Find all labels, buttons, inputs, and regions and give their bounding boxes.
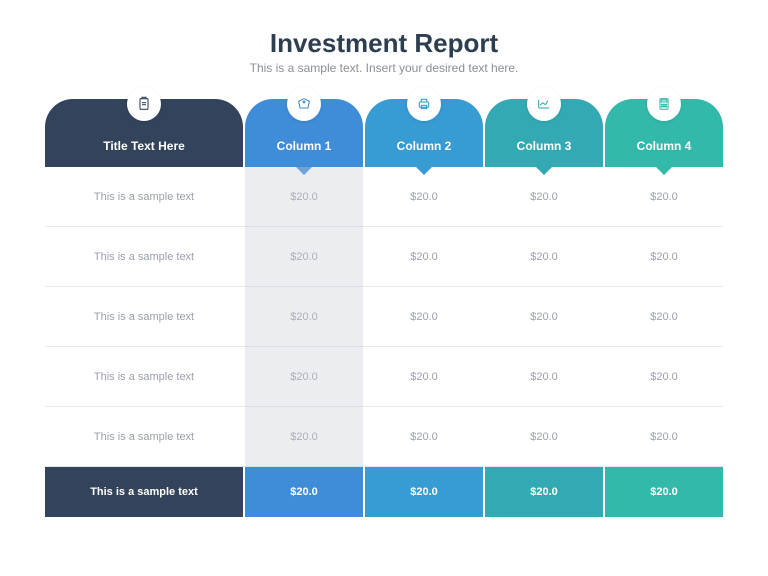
table-row: This is a sample text$20.0$20.0$20.0$20.… bbox=[45, 407, 723, 467]
printer-icon bbox=[407, 87, 441, 121]
row-label: This is a sample text bbox=[45, 407, 243, 466]
page-subtitle: This is a sample text. Insert your desir… bbox=[45, 61, 723, 75]
cell-value: $20.0 bbox=[485, 407, 603, 466]
tag-icon bbox=[287, 87, 321, 121]
table-body: This is a sample text$20.0$20.0$20.0$20.… bbox=[45, 167, 723, 467]
cell-value: $20.0 bbox=[485, 347, 603, 406]
footer-title-cell: This is a sample text bbox=[45, 467, 243, 517]
cell-value: $20.0 bbox=[365, 227, 483, 286]
cell-value: $20.0 bbox=[605, 347, 723, 406]
cell-value: $20.0 bbox=[605, 227, 723, 286]
cell-value: $20.0 bbox=[245, 227, 363, 286]
table-header-row: Title Text Here Column 1 Column 2 bbox=[45, 99, 723, 167]
table-row: This is a sample text$20.0$20.0$20.0$20.… bbox=[45, 287, 723, 347]
cell-value: $20.0 bbox=[605, 287, 723, 346]
page-title: Investment Report bbox=[45, 28, 723, 59]
table-row: This is a sample text$20.0$20.0$20.0$20.… bbox=[45, 227, 723, 287]
cell-value: $20.0 bbox=[245, 407, 363, 466]
cell-value: $20.0 bbox=[245, 287, 363, 346]
footer-col-2: $20.0 bbox=[365, 467, 483, 517]
row-label: This is a sample text bbox=[45, 227, 243, 286]
cell-value: $20.0 bbox=[485, 167, 603, 226]
cell-value: $20.0 bbox=[245, 167, 363, 226]
calc-icon bbox=[647, 87, 681, 121]
header-col-4-label: Column 4 bbox=[637, 139, 692, 153]
doc-icon bbox=[127, 87, 161, 121]
investment-table: Title Text Here Column 1 Column 2 bbox=[45, 99, 723, 517]
cell-value: $20.0 bbox=[245, 347, 363, 406]
cell-value: $20.0 bbox=[365, 347, 483, 406]
header-col-3: Column 3 bbox=[485, 99, 603, 167]
footer-col-4: $20.0 bbox=[605, 467, 723, 517]
header-col-2: Column 2 bbox=[365, 99, 483, 167]
row-label: This is a sample text bbox=[45, 287, 243, 346]
cell-value: $20.0 bbox=[365, 167, 483, 226]
row-label: This is a sample text bbox=[45, 167, 243, 226]
header-col-1: Column 1 bbox=[245, 99, 363, 167]
chart-icon bbox=[527, 87, 561, 121]
cell-value: $20.0 bbox=[485, 227, 603, 286]
cell-value: $20.0 bbox=[365, 407, 483, 466]
header-col-1-label: Column 1 bbox=[277, 139, 332, 153]
footer-col-3: $20.0 bbox=[485, 467, 603, 517]
cell-value: $20.0 bbox=[365, 287, 483, 346]
cell-value: $20.0 bbox=[605, 167, 723, 226]
footer-col-1: $20.0 bbox=[245, 467, 363, 517]
row-label: This is a sample text bbox=[45, 347, 243, 406]
cell-value: $20.0 bbox=[605, 407, 723, 466]
header-col-2-label: Column 2 bbox=[397, 139, 452, 153]
header-col-4: Column 4 bbox=[605, 99, 723, 167]
header-col-3-label: Column 3 bbox=[517, 139, 572, 153]
report-container: Investment Report This is a sample text.… bbox=[0, 0, 768, 517]
header-title-cell: Title Text Here bbox=[45, 99, 243, 167]
cell-value: $20.0 bbox=[485, 287, 603, 346]
table-footer-row: This is a sample text $20.0 $20.0 $20.0 … bbox=[45, 467, 723, 517]
header-title-label: Title Text Here bbox=[103, 139, 185, 153]
table-row: This is a sample text$20.0$20.0$20.0$20.… bbox=[45, 167, 723, 227]
table-row: This is a sample text$20.0$20.0$20.0$20.… bbox=[45, 347, 723, 407]
